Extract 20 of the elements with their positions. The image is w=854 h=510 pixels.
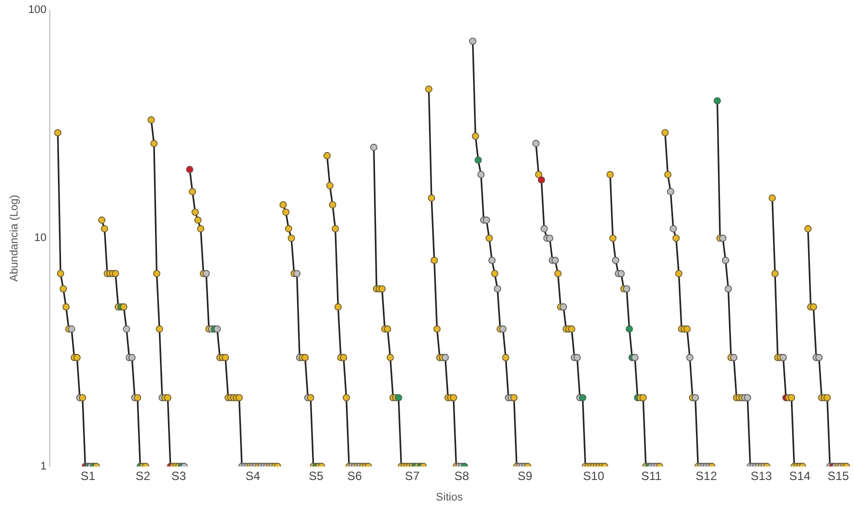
x-tick-label: S5 (308, 468, 324, 483)
x-tick-label: S14 (789, 468, 811, 483)
x-tick-label: S9 (518, 468, 533, 483)
x-tick-label: S3 (171, 468, 186, 483)
x-tick-label: S10 (582, 468, 605, 483)
y-tick-label: 10 (34, 232, 47, 244)
x-tick-label: S13 (750, 468, 772, 483)
x-tick-label: S4 (246, 468, 261, 483)
x-axis-title: Sitios (436, 491, 464, 504)
y-tick-label: 1 (40, 460, 47, 472)
y-tick-label: 100 (28, 4, 47, 16)
x-tick-label: S6 (347, 468, 362, 483)
x-tick-label: S11 (641, 468, 662, 483)
x-tick-label: S8 (454, 468, 470, 483)
x-tick-label: S2 (136, 468, 151, 483)
x-tick-label: S15 (828, 468, 850, 483)
y-axis-title: Abundancia (Log) (8, 194, 21, 282)
x-tick-label: S7 (404, 468, 420, 483)
x-tick-label: S12 (696, 468, 718, 483)
x-tick-label: S1 (80, 468, 96, 483)
